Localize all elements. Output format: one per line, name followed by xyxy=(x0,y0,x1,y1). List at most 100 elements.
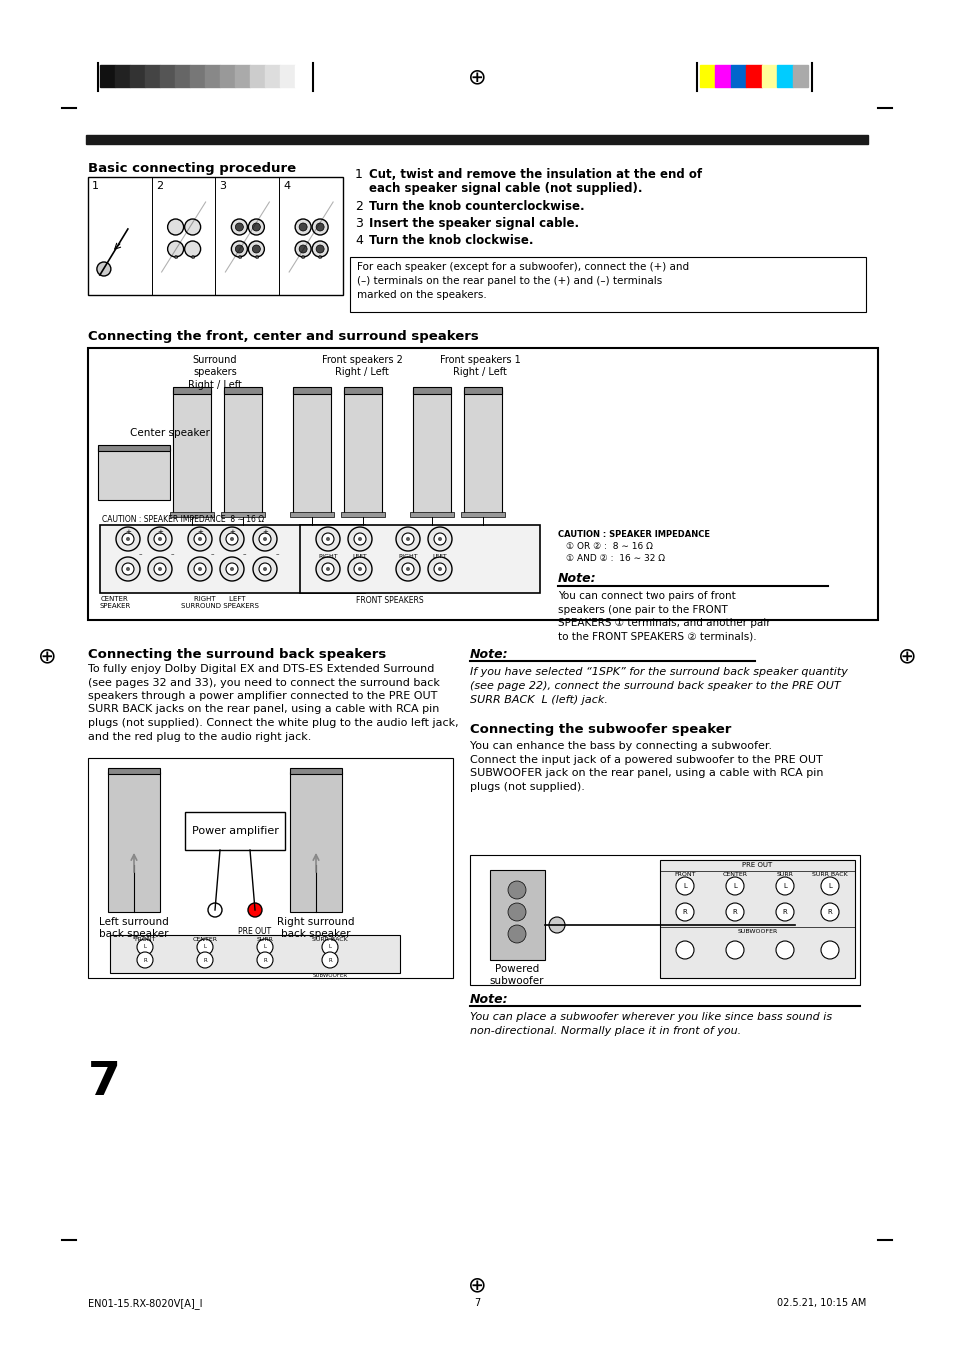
Circle shape xyxy=(322,533,334,545)
Bar xyxy=(730,65,745,87)
Bar xyxy=(88,758,453,977)
Bar xyxy=(290,772,341,913)
Circle shape xyxy=(406,537,410,541)
Circle shape xyxy=(395,527,419,552)
Bar xyxy=(86,135,867,145)
Circle shape xyxy=(775,903,793,921)
Text: SURR BACK: SURR BACK xyxy=(312,937,348,942)
Circle shape xyxy=(230,537,233,541)
Text: R: R xyxy=(203,957,207,963)
Bar xyxy=(777,65,792,87)
Bar xyxy=(280,65,294,87)
Circle shape xyxy=(263,566,267,571)
Text: Note:: Note: xyxy=(558,572,596,585)
Bar xyxy=(115,65,130,87)
Circle shape xyxy=(196,952,213,968)
Text: L: L xyxy=(143,945,147,949)
Circle shape xyxy=(158,537,162,541)
Text: +: + xyxy=(262,529,268,535)
Circle shape xyxy=(299,245,307,253)
Text: ① AND ② :  16 ∼ 32 Ω: ① AND ② : 16 ∼ 32 Ω xyxy=(565,554,664,562)
Text: 4: 4 xyxy=(355,234,362,247)
Bar xyxy=(98,445,170,452)
Text: 2: 2 xyxy=(355,200,362,214)
Circle shape xyxy=(548,917,564,933)
Bar xyxy=(88,347,877,621)
Circle shape xyxy=(348,527,372,552)
Text: R: R xyxy=(328,957,332,963)
Text: and the red plug to the audio right jack.: and the red plug to the audio right jack… xyxy=(88,731,311,741)
Circle shape xyxy=(168,241,183,257)
Bar xyxy=(293,387,331,393)
Text: Surround
speakers
Right / Left: Surround speakers Right / Left xyxy=(188,356,242,389)
Circle shape xyxy=(122,533,133,545)
Text: FRONT: FRONT xyxy=(134,937,155,942)
Text: SUBWOOFER: SUBWOOFER xyxy=(313,973,347,977)
Bar xyxy=(224,387,262,393)
Text: For each speaker (except for a subwoofer), connect the (+) and
(–) terminals on : For each speaker (except for a subwoofer… xyxy=(356,262,688,300)
Bar xyxy=(130,65,145,87)
Text: plugs (not supplied).: plugs (not supplied). xyxy=(470,781,584,792)
Text: –: – xyxy=(170,552,173,557)
Text: To fully enjoy Dolby Digital EX and DTS-ES Extended Surround: To fully enjoy Dolby Digital EX and DTS-… xyxy=(88,664,434,675)
Text: CENTER: CENTER xyxy=(193,937,217,942)
Text: CENTER
SPEAKER: CENTER SPEAKER xyxy=(99,596,131,608)
Text: 4: 4 xyxy=(283,181,290,191)
Bar xyxy=(490,869,544,960)
Bar xyxy=(160,65,174,87)
Circle shape xyxy=(193,533,206,545)
Bar xyxy=(463,387,501,393)
Text: –: – xyxy=(210,552,213,557)
Circle shape xyxy=(126,566,130,571)
Circle shape xyxy=(676,941,693,959)
Text: –: – xyxy=(275,552,278,557)
Text: Front speakers 1
Right / Left: Front speakers 1 Right / Left xyxy=(439,356,519,377)
Bar xyxy=(108,768,160,773)
Circle shape xyxy=(315,245,324,253)
Circle shape xyxy=(434,562,446,575)
Bar xyxy=(172,389,211,515)
Text: CENTER: CENTER xyxy=(721,872,747,877)
Text: 3: 3 xyxy=(219,181,226,191)
Text: –: – xyxy=(242,552,246,557)
Circle shape xyxy=(434,533,446,545)
Text: (see pages 32 and 33), you need to connect the surround back: (see pages 32 and 33), you need to conne… xyxy=(88,677,439,688)
Text: Center speaker: Center speaker xyxy=(130,429,210,438)
Circle shape xyxy=(232,241,247,257)
Bar xyxy=(224,389,262,515)
Text: +: + xyxy=(229,529,234,535)
Circle shape xyxy=(198,566,202,571)
Text: R: R xyxy=(781,909,786,915)
Circle shape xyxy=(315,527,339,552)
Text: +: + xyxy=(197,529,203,535)
Circle shape xyxy=(253,557,276,581)
Circle shape xyxy=(299,223,307,231)
Circle shape xyxy=(507,882,525,899)
Circle shape xyxy=(185,241,200,257)
Circle shape xyxy=(256,952,273,968)
Circle shape xyxy=(676,903,693,921)
Bar xyxy=(413,387,451,393)
Circle shape xyxy=(168,219,183,235)
Bar xyxy=(294,65,310,87)
Circle shape xyxy=(226,533,237,545)
Circle shape xyxy=(253,245,260,253)
Text: You can enhance the bass by connecting a subwoofer.: You can enhance the bass by connecting a… xyxy=(470,741,771,750)
Bar xyxy=(234,65,250,87)
Circle shape xyxy=(258,562,271,575)
Circle shape xyxy=(188,557,212,581)
Text: Left surround
back speaker: Left surround back speaker xyxy=(99,917,169,940)
Text: 2: 2 xyxy=(155,181,163,191)
Circle shape xyxy=(193,562,206,575)
Text: ⊕: ⊕ xyxy=(897,646,915,667)
Bar xyxy=(700,65,715,87)
Text: L: L xyxy=(263,945,266,949)
Circle shape xyxy=(208,903,222,917)
Text: You can connect two pairs of front
speakers (one pair to the FRONT
SPEAKERS ① te: You can connect two pairs of front speak… xyxy=(558,591,770,642)
Text: SURR: SURR xyxy=(776,872,793,877)
Circle shape xyxy=(253,527,276,552)
Bar xyxy=(88,177,343,295)
Circle shape xyxy=(326,537,330,541)
Circle shape xyxy=(232,219,247,235)
Bar xyxy=(172,387,211,393)
